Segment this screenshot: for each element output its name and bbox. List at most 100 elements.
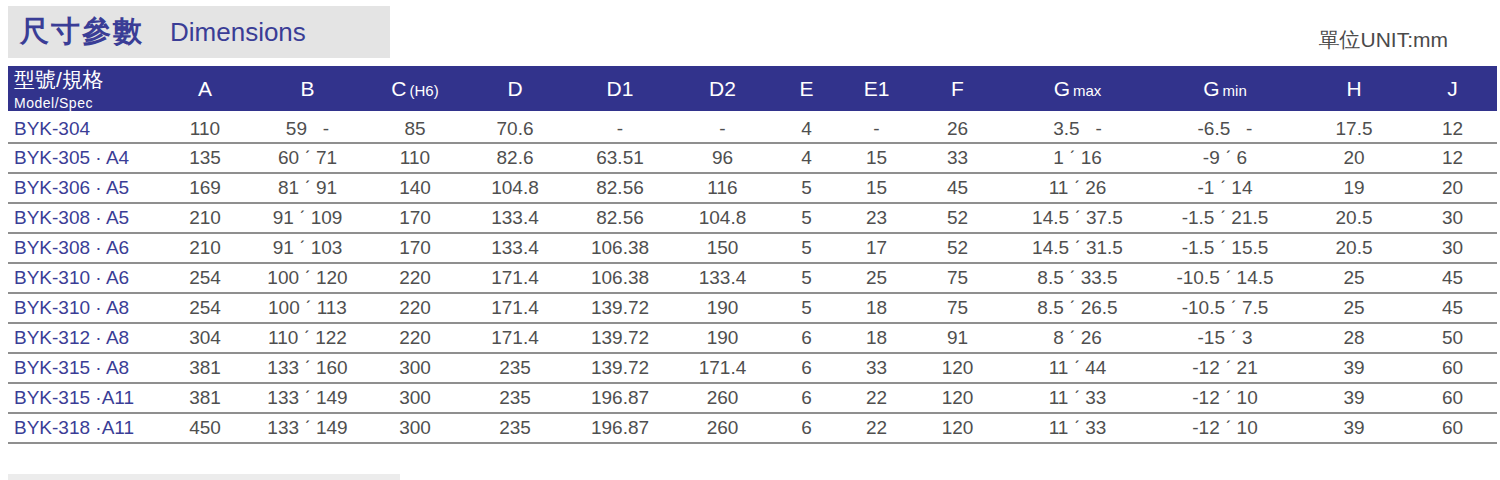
value-cell: 45 [1408,263,1497,293]
column-header-label: D2 [709,77,736,100]
model-cell: BYK-310 · A8 [8,293,160,323]
dimensions-table: 型號/規格Model/SpecABC(H6)DD1D2EE1FGmaxGminH… [8,66,1497,444]
column-header-label: D1 [607,77,634,100]
value-cell: 169 [160,173,250,203]
column-header-sublabel: min [1223,82,1247,99]
value-cell: 60 [1408,413,1497,443]
value-cell: 170 [365,203,465,233]
column-header-label: D [507,77,522,100]
value-cell: 150 [675,233,770,263]
value-cell: 254 [160,263,250,293]
column-header-label: E1 [864,77,890,100]
value-cell: 133 ˊ 149 [250,413,365,443]
column-header-label: F [951,77,964,100]
value-cell: 45 [910,173,1005,203]
value-cell: 11 ˊ 33 [1005,413,1150,443]
value-cell: 139.72 [565,293,675,323]
value-cell: 235 [465,383,565,413]
value-cell: 381 [160,353,250,383]
value-cell: 91 ˊ 103 [250,233,365,263]
value-cell: 60 [1408,383,1497,413]
value-cell: -12 ˊ 10 [1150,383,1300,413]
value-cell: 170 [365,233,465,263]
value-cell: 254 [160,293,250,323]
value-cell: 190 [675,293,770,323]
value-cell: 116 [675,173,770,203]
value-cell: 20 [1300,143,1408,173]
value-cell: 18 [843,323,910,353]
value-cell: 120 [910,353,1005,383]
value-cell: 140 [365,173,465,203]
value-cell: 235 [465,353,565,383]
table-row: BYK-315 ·A11381133 ˊ 149300235196.872606… [8,383,1497,413]
value-cell: 15 [843,173,910,203]
column-header: A [160,66,250,113]
column-header: J [1408,66,1497,113]
column-header: Gmax [1005,66,1150,113]
value-cell: 19 [1300,173,1408,203]
value-cell: 190 [675,323,770,353]
value-cell: 18 [843,293,910,323]
column-header-label: J [1447,77,1458,100]
table-row: BYK-310 · A8254100 ˊ 113220171.4139.7219… [8,293,1497,323]
value-cell: 60 ˊ 71 [250,143,365,173]
value-cell: -9 ˊ 6 [1150,143,1300,173]
table-row: BYK-312 · A8304110 ˊ 122220171.4139.7219… [8,323,1497,353]
table-row: BYK-305 · A413560 ˊ 7111082.663.51964153… [8,143,1497,173]
value-cell: -6.5 - [1150,113,1300,143]
value-cell: 220 [365,293,465,323]
table-row: BYK-308 · A621091 ˊ 103170133.4106.38150… [8,233,1497,263]
value-cell: 110 ˊ 122 [250,323,365,353]
value-cell: 26 [910,113,1005,143]
column-header: Gmin [1150,66,1300,113]
value-cell: 171.4 [465,293,565,323]
table-row: BYK-308 · A521091 ˊ 109170133.482.56104.… [8,203,1497,233]
value-cell: 106.38 [565,263,675,293]
column-header: D [465,66,565,113]
value-cell: 5 [770,293,843,323]
value-cell: 17.5 [1300,113,1408,143]
section-title-en: Dimensions [170,17,306,48]
value-cell: 260 [675,383,770,413]
value-cell: 1 ˊ 16 [1005,143,1150,173]
value-cell: 70.6 [465,113,565,143]
value-cell: 139.72 [565,353,675,383]
model-cell: BYK-305 · A4 [8,143,160,173]
value-cell: 120 [910,413,1005,443]
value-cell: 381 [160,383,250,413]
value-cell: 25 [1300,263,1408,293]
value-cell: 171.4 [465,263,565,293]
value-cell: 39 [1300,413,1408,443]
value-cell: 82.6 [465,143,565,173]
value-cell: 300 [365,353,465,383]
value-cell: 3.5 - [1005,113,1150,143]
value-cell: -1.5 ˊ 15.5 [1150,233,1300,263]
value-cell: 300 [365,383,465,413]
value-cell: 133.4 [675,263,770,293]
model-cell: BYK-318 ·A11 [8,413,160,443]
value-cell: 6 [770,413,843,443]
model-cell: BYK-315 · A8 [8,353,160,383]
value-cell: 196.87 [565,383,675,413]
value-cell: 133.4 [465,203,565,233]
value-cell: 11 ˊ 33 [1005,383,1150,413]
value-cell: 20 [1408,173,1497,203]
value-cell: 50 [1408,323,1497,353]
value-cell: 6 [770,383,843,413]
table-row: BYK-318 ·A11450133 ˊ 149300235196.872606… [8,413,1497,443]
value-cell: -10.5 ˊ 7.5 [1150,293,1300,323]
value-cell: 133 ˊ 149 [250,383,365,413]
column-header: C(H6) [365,66,465,113]
value-cell: 100 ˊ 113 [250,293,365,323]
value-cell: 6 [770,353,843,383]
value-cell: 30 [1408,233,1497,263]
model-cell: BYK-308 · A5 [8,203,160,233]
column-header-label: H [1346,77,1361,100]
column-header-label: C [391,77,406,100]
value-cell: 17 [843,233,910,263]
value-cell: 196.87 [565,413,675,443]
column-header: F [910,66,1005,113]
value-cell: 11 ˊ 26 [1005,173,1150,203]
value-cell: 104.8 [465,173,565,203]
value-cell: 210 [160,203,250,233]
